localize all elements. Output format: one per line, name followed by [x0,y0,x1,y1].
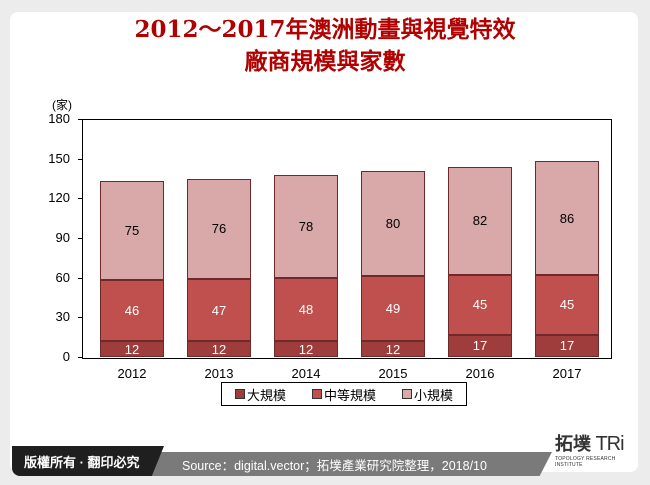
logo-tri: TRi [595,433,624,455]
chart-title: 2012～2017年澳洲動畫與視覺特效 廠商規模與家數 [0,14,650,78]
legend-swatch-small [401,389,412,399]
y-tick-mark [78,198,82,200]
legend: 大規模 中等規模 小規模 [221,382,467,406]
y-axis-unit: (家) [52,98,72,112]
legend-item-small: 小規模 [401,385,453,404]
plot-area [82,119,612,359]
legend-item-medium: 中等規模 [311,385,376,404]
legend-label-large: 大規模 [246,387,286,403]
bar-segment-medium: 45 [535,275,599,335]
bar-segment-medium: 46 [100,280,164,342]
legend-label-small: 小規模 [413,387,453,403]
legend-swatch-large [234,389,245,399]
legend-item-large: 大規模 [234,385,286,404]
y-tick-label: 90 [55,230,70,245]
y-tick-label: 0 [62,349,70,364]
bar-segment-large: 17 [448,334,512,357]
y-tick-label: 120 [48,190,70,206]
bar-segment-large: 12 [361,341,425,357]
tri-logo: 拓墣 TRi TOPOLOGY RESEARCH INSTITUTE [555,430,635,468]
chart-title-line2: 廠商規模與家數 [244,48,406,75]
logo-subtitle: TOPOLOGY RESEARCH INSTITUTE [555,456,616,468]
bar-segment-small: 78 [274,174,338,278]
y-tick-mark [78,357,82,358]
y-tick-mark [78,277,82,279]
y-tick-mark [78,317,82,319]
bar-segment-medium: 47 [187,278,251,342]
x-tick-label: 2016 [465,366,495,381]
y-tick-mark [78,158,82,160]
y-tick-label: 180 [48,111,70,126]
x-tick-label: 2015 [378,366,408,381]
y-tick-label: 30 [55,309,70,325]
bar-segment-small: 80 [361,170,425,277]
bar-segment-medium: 49 [361,276,425,342]
y-tick-mark [78,119,82,120]
y-tick-label: 60 [55,269,70,285]
chart-title-line1: 2012～2017年澳洲動畫與視覺特效 [134,16,516,43]
bar-segment-small: 75 [100,181,164,281]
bar-segment-small: 86 [535,161,599,275]
bar-segment-small: 76 [187,178,251,279]
x-tick-label: 2017 [552,366,582,381]
x-tick-label: 2014 [291,366,321,381]
y-tick-mark [78,238,82,239]
source-note: Source：digital.vector；拓墣產業研究院整理，2018/10 [140,452,552,476]
logo-chinese: 拓墣 [555,434,591,455]
y-tick-label: 150 [48,150,70,166]
bar-segment-large: 12 [187,341,251,357]
x-tick-label: 2012 [117,366,147,381]
bar-segment-large: 17 [535,334,599,357]
x-tick-label: 2013 [204,366,234,381]
legend-label-medium: 中等規模 [323,387,376,403]
bar-segment-medium: 48 [274,277,338,342]
copyright-notice: 版權所有 · 翻印必究 [12,446,164,476]
bar-segment-medium: 45 [448,275,512,335]
bar-segment-large: 12 [100,341,164,357]
legend-swatch-medium [311,389,322,399]
bar-segment-small: 82 [448,166,512,276]
bar-segment-large: 12 [274,341,338,357]
